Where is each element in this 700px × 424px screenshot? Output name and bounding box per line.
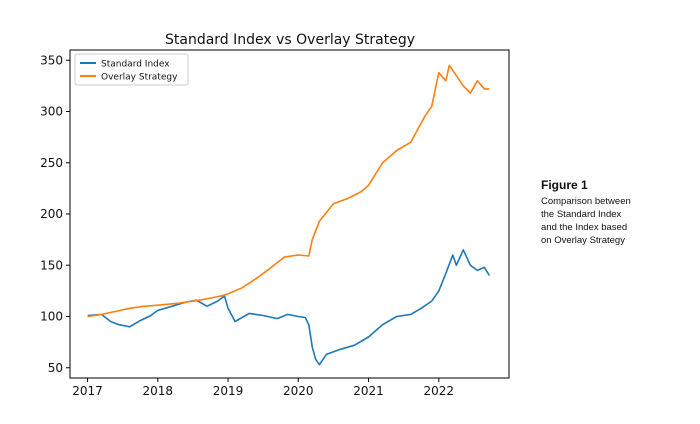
x-tick-label: 2018 (143, 384, 174, 398)
x-tick-label: 2021 (353, 384, 384, 398)
x-tick-label: 2017 (72, 384, 103, 398)
legend: Standard Index Overlay Strategy (74, 53, 189, 86)
series-line-0 (87, 249, 490, 366)
legend-label: Standard Index (101, 60, 170, 70)
caption-line: Comparison between (541, 196, 631, 207)
series-line-1 (87, 64, 490, 318)
y-tick-label: 100 (40, 310, 63, 324)
plot-frame (69, 49, 510, 379)
caption-line: on Overlay Strategy (541, 235, 625, 246)
y-tick-label: 350 (40, 53, 63, 67)
legend-box (74, 53, 189, 86)
caption-body: Comparison between the Standard Index an… (541, 195, 691, 247)
caption-title: Figure 1 (541, 178, 588, 192)
y-tick-label: 300 (40, 105, 63, 119)
caption-line: and the Index based (541, 222, 628, 233)
legend-label: Overlay Strategy (101, 73, 178, 83)
chart-title: Standard Index vs Overlay Strategy (165, 32, 415, 48)
figure-caption: Figure 1 Comparison between the Standard… (541, 178, 691, 247)
x-tick-label: 2020 (283, 384, 314, 398)
y-tick-label: 50 (48, 361, 63, 375)
x-tick-label: 2019 (213, 384, 244, 398)
y-tick-label: 250 (40, 156, 63, 170)
x-tick-label: 2022 (423, 384, 454, 398)
caption-line: the Standard Index (541, 209, 622, 220)
y-tick-label: 150 (40, 258, 63, 272)
y-tick-label: 200 (40, 207, 63, 221)
